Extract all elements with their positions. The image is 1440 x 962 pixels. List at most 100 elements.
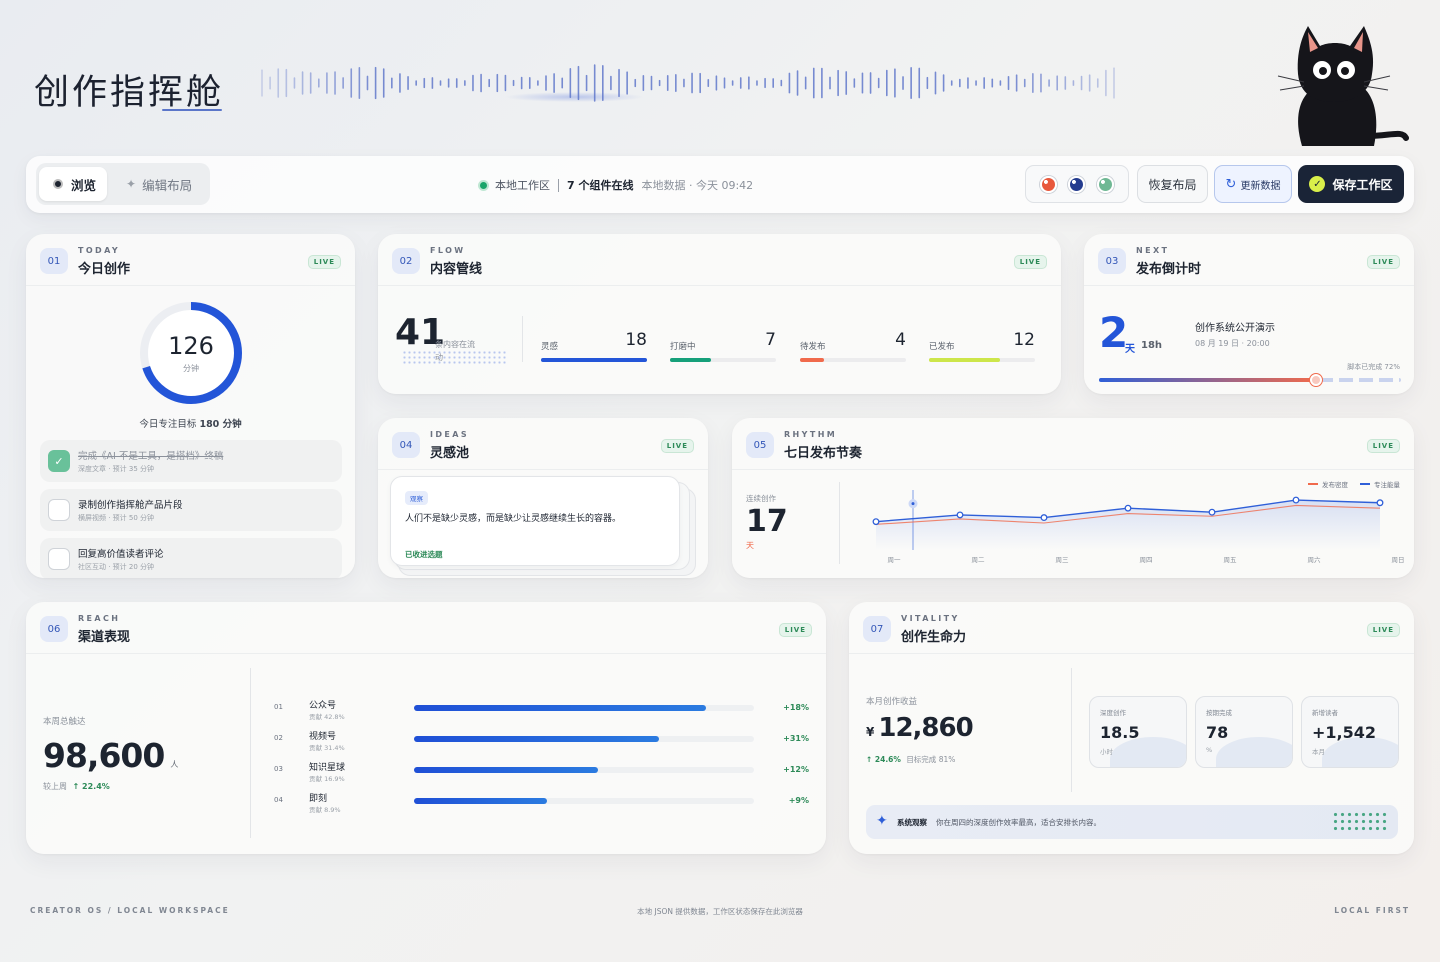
channel-growth: +31% [783, 734, 809, 743]
rhythm-line-chart: 周一 周二 周三 周四 周五 周六 周日 [872, 490, 1405, 564]
stat-tile-new-readers: 新增读者 +1,542 本月 [1301, 696, 1399, 768]
task-item[interactable]: ✓ 完成《AI 不是工具，是搭档》终稿 深度文章 · 预计 35 分钟 [40, 440, 342, 482]
refresh-icon: ↻ [1225, 176, 1237, 192]
card-reach: 06 REACH 渠道表现 LIVE 本周总触达 98,600 人 较上周 ↑ … [26, 602, 826, 854]
restore-layout-button[interactable]: 恢复布局 [1137, 165, 1208, 203]
legend-item: 发布密度 [1308, 479, 1348, 489]
hover-point[interactable] [908, 499, 918, 509]
data-point[interactable] [956, 511, 964, 519]
card-rhythm: 05 RHYTHM 七日发布节奏 LIVE 连续创作 17 天 发布密度 专注能… [732, 418, 1414, 578]
stage-bar [800, 358, 824, 362]
theme-green-swatch[interactable] [1097, 175, 1115, 193]
card-header: 05 RHYTHM 七日发布节奏 LIVE [732, 418, 1414, 470]
idea-action[interactable]: 已收进选题 [405, 550, 443, 559]
countdown-days: 2 [1099, 308, 1129, 357]
online-dot-icon [478, 179, 489, 191]
channel-name: 视频号 [309, 732, 337, 742]
reach-total-unit: 人 [170, 760, 179, 769]
stage-bar [670, 358, 712, 362]
reach-delta-prefix: 较上周 [43, 782, 67, 791]
channel-index: 04 [274, 796, 283, 804]
stage-label: 灵感 [541, 342, 559, 352]
streak-value: 17 [746, 504, 788, 539]
data-point[interactable] [1292, 496, 1300, 504]
task-subtitle: 深度文章 · 预计 35 分钟 [78, 465, 155, 473]
x-tick-label: 周一 [888, 556, 902, 564]
data-point[interactable] [1124, 504, 1132, 512]
channel-name: 公众号 [309, 701, 337, 711]
task-subtitle: 社区互动 · 预计 20 分钟 [78, 563, 155, 571]
checkbox-icon[interactable] [48, 548, 70, 570]
flow-total: 41 [395, 312, 446, 353]
channel-row[interactable]: 03 知识星球 贡献 16.9% +12% [274, 760, 809, 784]
divider [839, 482, 840, 564]
event-title: 创作系统公开演示 [1195, 323, 1275, 334]
toolbar: 浏览 ✦ 编辑布局 本地工作区 7 个组件在线 本地数据 · 今天 09:42 … [26, 156, 1414, 213]
focus-goal: 今日专注目标 180 分钟 [26, 416, 355, 430]
stage-value: 7 [765, 330, 776, 350]
task-item[interactable]: 回复高价值读者评论 社区互动 · 预计 20 分钟 [40, 538, 342, 578]
mode-edit-button[interactable]: ✦ 编辑布局 [116, 167, 206, 201]
mode-edit-label: 编辑布局 [142, 177, 193, 193]
cat-head [1297, 26, 1374, 102]
channel-share: 贡献 42.8% [309, 713, 345, 721]
data-point[interactable] [1040, 514, 1048, 522]
channel-growth: +12% [783, 765, 809, 774]
card-eyebrow: REACH [78, 614, 121, 623]
insight-text: 你在周四的深度创作效率最高，适合安排长内容。 [936, 818, 1101, 827]
check-circle-icon: ✓ [1309, 176, 1326, 192]
card-eyebrow: NEXT [1136, 246, 1170, 255]
cat-pupil-left [1319, 67, 1327, 75]
theme-orange-swatch[interactable] [1039, 175, 1057, 193]
card-header: 02 FLOW 内容管线 LIVE [378, 234, 1061, 286]
card-eyebrow: TODAY [78, 246, 121, 255]
script-progress-label: 脚本已完成 72% [1347, 363, 1400, 371]
tile-wave-decoration [1216, 737, 1292, 767]
channel-share: 贡献 8.9% [309, 806, 341, 814]
income-value: 12,860 [878, 713, 973, 743]
data-point[interactable] [872, 518, 880, 526]
insight-bar: ✦ 系统观察 你在周四的深度创作效率最高，适合安排长内容。 [866, 805, 1398, 839]
stat-tile-on-time: 按期完成 78 % [1195, 696, 1293, 768]
checkbox-icon[interactable] [48, 499, 70, 521]
channel-bar [414, 767, 598, 773]
radio-dot-icon [53, 179, 63, 189]
update-data-label: 更新数据 [1240, 180, 1281, 192]
card-number: 04 [392, 432, 420, 458]
update-data-button[interactable]: ↻ 更新数据 [1214, 165, 1292, 203]
save-workspace-button[interactable]: ✓ 保存工作区 [1298, 165, 1404, 203]
title-underline [162, 109, 222, 111]
live-badge: LIVE [1366, 623, 1400, 637]
channel-name: 知识星球 [309, 763, 346, 773]
channel-row[interactable]: 02 视频号 贡献 31.4% +31% [274, 729, 809, 753]
cat-whiskers [1277, 75, 1391, 91]
page-title: 创作指挥舱 [34, 73, 225, 113]
channel-row[interactable]: 01 公众号 贡献 42.8% +18% [274, 698, 809, 722]
theme-navy-swatch[interactable] [1068, 175, 1086, 193]
cat-ear-left [1308, 32, 1318, 52]
focus-minutes-unit: 分钟 [183, 364, 199, 373]
tile-wave-decoration [1322, 737, 1398, 767]
idea-card[interactable]: 观察 人们不是缺少灵感，而是缺少让灵感继续生长的容器。 已收进选题 [390, 476, 680, 566]
task-item[interactable]: 录制创作指挥舱产品片段 横屏视频 · 预计 50 分钟 [40, 489, 342, 531]
progress-handle[interactable] [1310, 374, 1323, 386]
task-subtitle: 横屏视频 · 预计 50 分钟 [78, 514, 155, 522]
focus-area [876, 500, 1380, 550]
card-header: 01 TODAY 今日创作 LIVE [26, 234, 355, 286]
card-eyebrow: FLOW [430, 246, 466, 255]
channel-bar [414, 798, 547, 804]
data-point[interactable] [1208, 508, 1216, 516]
widgets-online: 7 个组件在线 [567, 179, 634, 192]
x-tick-label: 周二 [972, 556, 986, 564]
sparkle-icon: ✦ [876, 813, 888, 829]
card-title: 今日创作 [78, 262, 131, 277]
card-number: 03 [1098, 248, 1126, 274]
stat-unit: 本月 [1312, 748, 1325, 756]
card-number: 02 [392, 248, 420, 274]
checkbox-checked-icon[interactable]: ✓ [48, 450, 70, 472]
data-point[interactable] [1376, 499, 1384, 507]
card-eyebrow: IDEAS [430, 430, 470, 439]
card-number: 07 [863, 616, 891, 642]
channel-row[interactable]: 04 即刻 贡献 8.9% +9% [274, 791, 809, 815]
mode-browse-button[interactable]: 浏览 [39, 167, 107, 201]
